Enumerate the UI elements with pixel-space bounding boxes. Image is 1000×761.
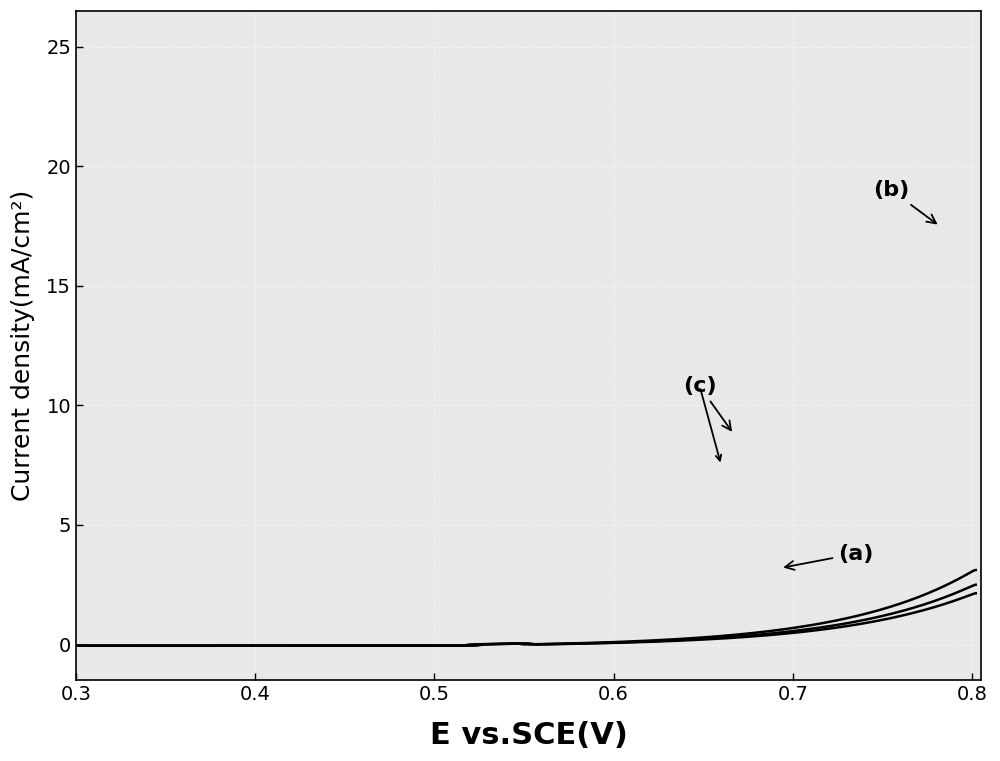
X-axis label: E vs.SCE(V): E vs.SCE(V) <box>430 721 627 750</box>
Text: (c): (c) <box>683 377 731 430</box>
Y-axis label: Current density(mA/cm²): Current density(mA/cm²) <box>11 190 35 501</box>
Text: (a): (a) <box>785 543 873 570</box>
Text: (b): (b) <box>873 180 936 224</box>
